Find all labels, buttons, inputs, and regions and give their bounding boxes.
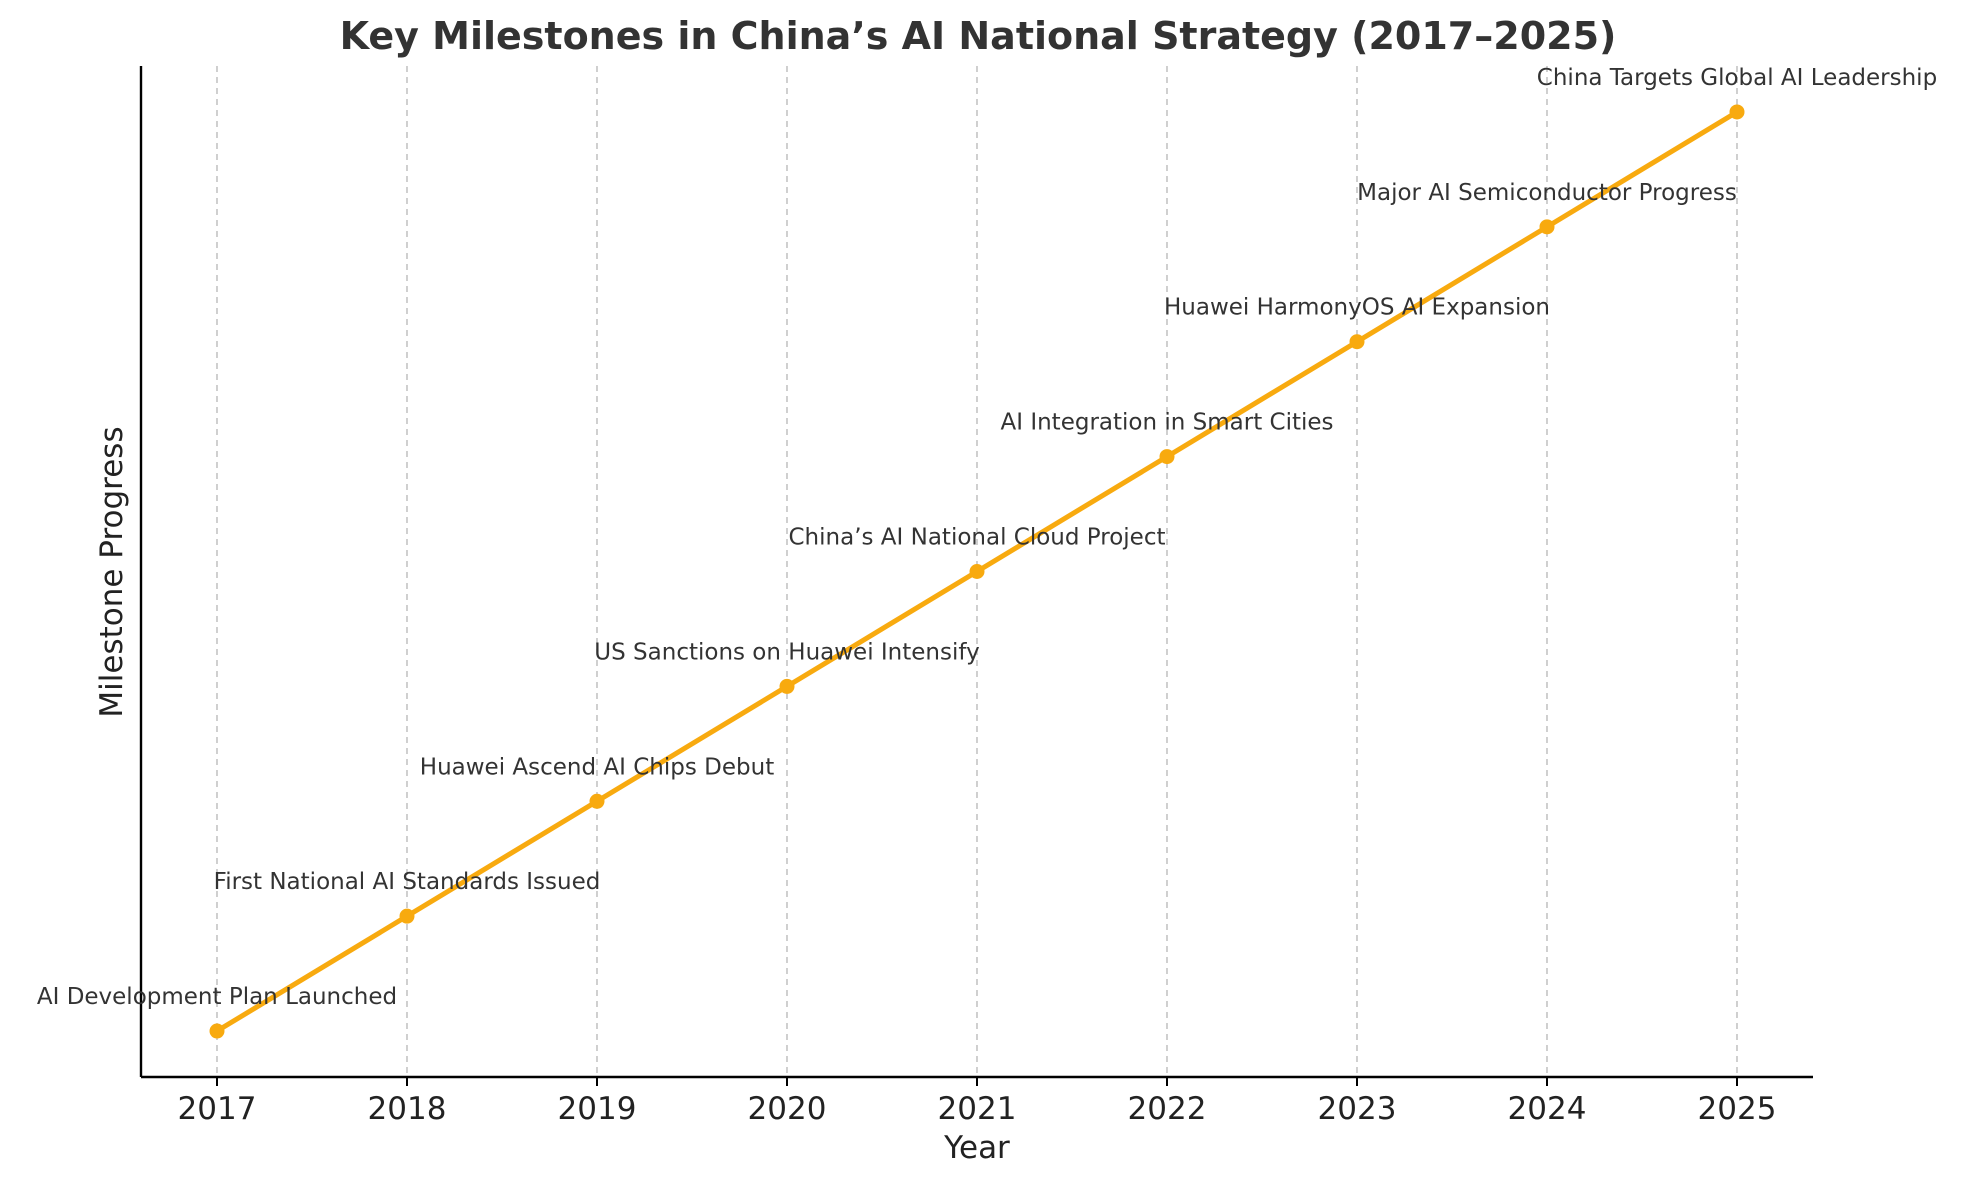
x-tick-label-2024: 2024 <box>1508 1091 1587 1127</box>
x-tick-label-2020: 2020 <box>748 1091 827 1127</box>
milestone-label-2020: US Sanctions on Huawei Intensify <box>594 639 979 665</box>
x-tick-label-2017: 2017 <box>178 1091 257 1127</box>
milestone-label-2023: Huawei HarmonyOS AI Expansion <box>1164 295 1550 321</box>
x-tick-label-2025: 2025 <box>1698 1091 1777 1127</box>
data-point-2017 <box>209 1023 225 1039</box>
data-point-2019 <box>589 793 605 809</box>
x-ticks: 2017 2018 2019 2020 2021 2022 2023 2024 2025 <box>178 1077 1777 1127</box>
milestone-label-2017: AI Development Plan Launched <box>37 984 397 1010</box>
milestone-label-2025: China Targets Global AI Leadership <box>1537 65 1937 91</box>
x-tick-label-2021: 2021 <box>938 1091 1017 1127</box>
x-tick-label-2022: 2022 <box>1128 1091 1207 1127</box>
data-point-2018 <box>399 908 415 924</box>
data-point-2021 <box>969 564 985 579</box>
data-point-2022 <box>1159 449 1175 465</box>
x-axis-title: Year <box>943 1130 1010 1166</box>
x-tick-label-2023: 2023 <box>1318 1091 1397 1127</box>
data-point-2024 <box>1539 219 1555 235</box>
milestone-label-2022: AI Integration in Smart Cities <box>1000 410 1333 436</box>
series-layer <box>209 104 1745 1039</box>
milestone-label-2021: China’s AI National Cloud Project <box>789 525 1166 551</box>
milestone-label-2024: Major AI Semiconductor Progress <box>1357 180 1737 206</box>
annotations: AI Development Plan Launched First Nation… <box>37 65 1937 1010</box>
y-axis-title: Milestone Progress <box>94 426 130 717</box>
data-point-2023 <box>1349 334 1365 350</box>
x-tick-label-2019: 2019 <box>558 1091 637 1127</box>
milestone-label-2018: First National AI Standards Issued <box>214 869 601 895</box>
chart-title: Key Milestones in China’s AI National St… <box>340 14 1617 58</box>
x-tick-label-2018: 2018 <box>368 1091 447 1127</box>
grid-layer <box>216 66 1738 1077</box>
data-point-2025 <box>1729 104 1745 120</box>
milestone-label-2019: Huawei Ascend AI Chips Debut <box>420 754 774 780</box>
data-point-2020 <box>779 678 795 694</box>
